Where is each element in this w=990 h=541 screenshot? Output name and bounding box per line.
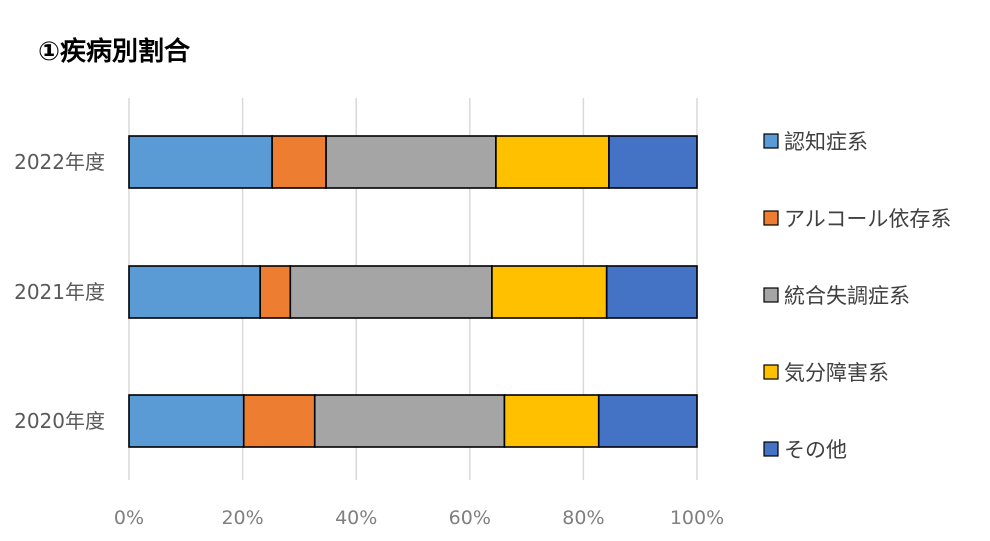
bar-segment: [608, 135, 698, 189]
legend-label: 統合失調症系: [784, 284, 910, 308]
bar-segment: [271, 135, 327, 189]
x-tick-label: 100%: [670, 507, 724, 529]
bar-segment: [503, 394, 600, 448]
legend-label: 気分障害系: [784, 361, 889, 385]
bars: [128, 135, 698, 448]
category-label: 2021年度: [14, 280, 105, 304]
legend-swatch: [763, 364, 779, 380]
bar-segment: [242, 394, 316, 448]
bar-segment: [128, 265, 262, 319]
chart-title: ①疾病別割合: [38, 36, 191, 67]
x-tick-label: 0%: [114, 507, 144, 529]
legend-swatch: [763, 133, 779, 149]
legend-swatch: [763, 441, 779, 457]
bar-segment: [313, 394, 506, 448]
legend-label: アルコール依存系: [784, 207, 951, 231]
bar-segment: [325, 135, 497, 189]
legend-swatch: [763, 210, 779, 226]
bar-segment: [597, 394, 698, 448]
x-tick-label: 40%: [335, 507, 377, 529]
bar-segment: [605, 265, 698, 319]
category-label: 2022年度: [14, 150, 105, 174]
bar-segment: [491, 265, 608, 319]
bar-segment: [495, 135, 610, 189]
x-tick-label: 60%: [449, 507, 491, 529]
legend-label: 認知症系: [784, 130, 868, 154]
bar-segment: [128, 135, 273, 189]
x-axis-ticks: 0% 20% 40% 60% 80% 100%: [114, 507, 724, 529]
category-labels: 2022年度 2021年度 2020年度: [14, 150, 105, 433]
bar-segment: [259, 265, 292, 319]
legend-swatch: [763, 287, 779, 303]
bar-segment: [128, 394, 245, 448]
x-tick-label: 20%: [221, 507, 263, 529]
x-tick-label: 80%: [562, 507, 604, 529]
legend-label: その他: [784, 438, 847, 462]
bar-segment: [289, 265, 493, 319]
category-label: 2020年度: [14, 409, 105, 433]
